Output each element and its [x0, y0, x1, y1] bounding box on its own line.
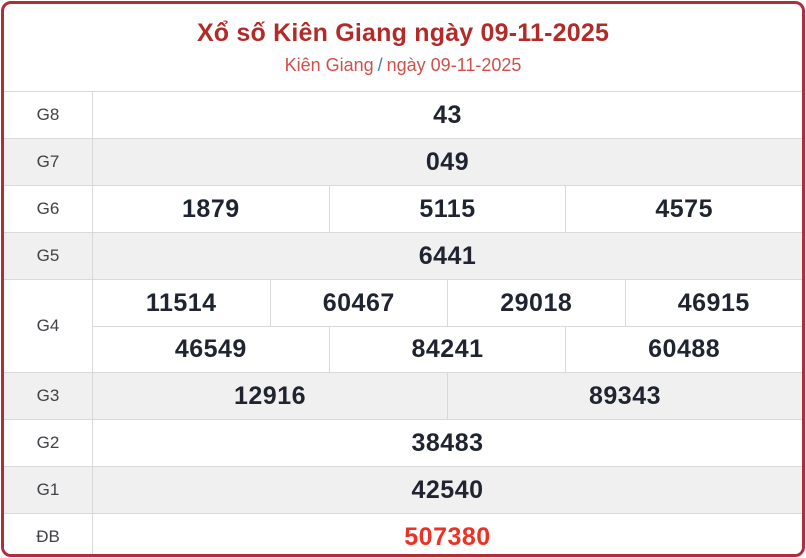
prize-label: ĐB: [4, 514, 93, 554]
prize-label: G4: [4, 280, 93, 372]
prize-table: G8 43 G7 049 G6 1879 5115 4575 G5 6441 G4 11514 6046…: [4, 92, 802, 554]
prize-line: 38483: [93, 420, 802, 466]
region-link[interactable]: Kiên Giang: [284, 55, 374, 75]
prize-number: 4575: [565, 186, 802, 232]
prize-values: 12916 89343: [93, 373, 802, 419]
breadcrumb-separator: /: [377, 55, 383, 75]
prize-line: 6441: [93, 233, 802, 279]
prize-row-g2: G2 38483: [4, 419, 802, 466]
prize-values: 38483: [93, 420, 802, 466]
prize-values: 43: [93, 92, 802, 138]
prize-number: 12916: [233, 381, 307, 410]
prize-label: G8: [4, 92, 93, 138]
prize-line: 049: [93, 139, 802, 185]
prize-number: 89343: [447, 373, 802, 419]
prize-label: G7: [4, 139, 93, 185]
prize-row-g7: G7 049: [4, 138, 802, 185]
breadcrumb: Kiên Giang / ngày 09-11-2025: [4, 55, 802, 76]
prize-values: 6441: [93, 233, 802, 279]
prize-line: 46549 84241 60488: [93, 326, 802, 372]
prize-label: G5: [4, 233, 93, 279]
prize-number: 60467: [269, 280, 448, 326]
prize-values: 049: [93, 139, 802, 185]
prize-values: 11514 60467 29018 46915 46549 84241 60488: [93, 280, 802, 372]
prize-line: 11514 60467 29018 46915: [93, 280, 802, 326]
date-link[interactable]: ngày 09-11-2025: [386, 55, 522, 75]
prize-line: 43: [93, 92, 802, 138]
prize-row-g5: G5 6441: [4, 232, 802, 279]
prize-label: G6: [4, 186, 93, 232]
prize-number: 43: [433, 100, 462, 129]
prize-number: 507380: [404, 522, 491, 551]
prize-row-g3: G3 12916 89343: [4, 372, 802, 419]
prize-number: 42540: [411, 475, 484, 504]
prize-number: 38483: [411, 428, 484, 457]
prize-row-g1: G1 42540: [4, 466, 802, 513]
page-title: Xổ số Kiên Giang ngày 09-11-2025: [196, 19, 610, 47]
prize-values: 507380: [93, 514, 802, 554]
card-header: Xổ số Kiên Giang ngày 09-11-2025 Kiên Gi…: [4, 4, 802, 92]
prize-number: 5115: [328, 186, 566, 232]
prize-number: 049: [425, 147, 470, 176]
prize-number: 46549: [174, 335, 247, 363]
prize-row-g6: G6 1879 5115 4575: [4, 185, 802, 232]
prize-number: 6441: [418, 241, 477, 270]
prize-values: 42540: [93, 467, 802, 513]
prize-number: 46915: [624, 280, 803, 326]
prize-row-g8: G8 43: [4, 92, 802, 138]
prize-line: 42540: [93, 467, 802, 513]
prize-line: 1879 5115 4575: [93, 186, 802, 232]
prize-number: 11514: [145, 288, 217, 317]
prize-label: G2: [4, 420, 93, 466]
prize-line: 507380: [93, 514, 802, 554]
prize-number: 60488: [565, 327, 802, 372]
prize-line: 12916 89343: [93, 373, 802, 419]
prize-values: 1879 5115 4575: [93, 186, 802, 232]
prize-number: 29018: [447, 280, 625, 326]
prize-label: G3: [4, 373, 93, 419]
prize-number: 1879: [182, 194, 240, 223]
prize-row-g4: G4 11514 60467 29018 46915 46549 84241 60488: [4, 279, 802, 372]
prize-number: 84241: [328, 327, 566, 372]
prize-label: G1: [4, 467, 93, 513]
prize-row-đb: ĐB 507380: [4, 513, 802, 554]
